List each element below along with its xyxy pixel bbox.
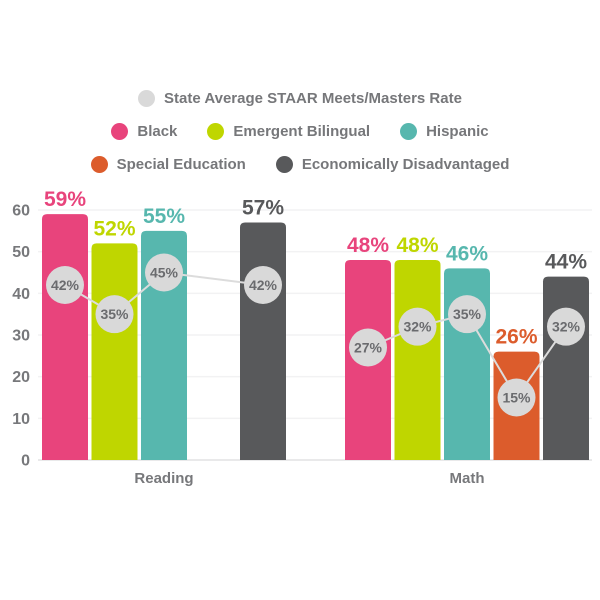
state-average-marker-economically-disadvantaged-reading — [244, 266, 282, 304]
state-average-marker-special-education-math — [497, 378, 536, 417]
legend-item-special-education: Special Education — [90, 156, 246, 173]
chart-legend: State Average STAAR Meets/Masters Rate Bl… — [0, 90, 600, 173]
bar-emergent-bilingual-math — [394, 260, 441, 460]
bar-value-label-economically-disadvantaged-reading: 57% — [242, 197, 284, 220]
bar-value-label-emergent-bilingual-math: 48% — [396, 234, 438, 257]
legend-swatch-black-icon — [111, 123, 129, 140]
legend-label: State Average STAAR Meets/Masters Rate — [164, 90, 462, 107]
legend-swatch-emergent-bilingual-icon — [207, 123, 225, 140]
state-average-marker-emergent-bilingual-math — [398, 307, 437, 346]
legend-row-1: Black Emergent Bilingual Hispanic — [0, 123, 600, 140]
legend-swatch-special-education-icon — [90, 156, 108, 173]
legend-swatch-state-average-staar-meets-masters-rate-icon — [138, 90, 156, 107]
y-tick-label: 10 — [12, 411, 30, 428]
y-tick-label: 0 — [21, 453, 30, 470]
state-average-marker-economically-disadvantaged-math — [547, 307, 585, 346]
legend-label: Special Education — [116, 156, 246, 173]
state-average-marker-black-math — [349, 328, 387, 367]
bar-hispanic-reading — [141, 230, 187, 460]
legend-row-0: State Average STAAR Meets/Masters Rate — [0, 90, 600, 107]
legend-label: Emergent Bilingual — [233, 123, 371, 140]
state-average-marker-emergent-bilingual-reading — [95, 295, 134, 334]
bar-value-label-emergent-bilingual-reading: 52% — [93, 217, 135, 240]
state-average-value-black-math: 27% — [354, 340, 383, 356]
y-tick-label: 30 — [12, 328, 30, 345]
legend-label: Economically Disadvantaged — [301, 156, 510, 173]
state-average-value-emergent-bilingual-math: 32% — [403, 319, 432, 335]
state-average-marker-hispanic-reading — [145, 253, 183, 292]
legend-item-emergent-bilingual: Emergent Bilingual — [207, 123, 370, 140]
legend-swatch-hispanic-icon — [400, 123, 418, 140]
state-average-value-hispanic-reading: 45% — [150, 265, 179, 281]
bar-value-label-hispanic-reading: 55% — [143, 205, 185, 228]
bar-value-label-special-education-math: 26% — [495, 326, 537, 349]
state-average-value-economically-disadvantaged-reading: 42% — [249, 277, 278, 293]
state-average-marker-black-reading — [46, 266, 84, 304]
legend-swatch-economically-disadvantaged-icon — [275, 156, 293, 173]
category-label-math: Math — [450, 470, 485, 487]
category-label-reading: Reading — [134, 470, 193, 487]
y-tick-label: 50 — [12, 244, 30, 261]
state-average-line-reading — [64, 271, 264, 316]
state-average-value-hispanic-math: 35% — [453, 306, 482, 322]
legend-item-economically-disadvantaged: Economically Disadvantaged — [275, 156, 510, 173]
bar-economically-disadvantaged-math — [543, 276, 589, 460]
bar-economically-disadvantaged-reading — [240, 222, 286, 460]
legend-label: Black — [137, 123, 178, 140]
state-average-value-special-education-math: 15% — [502, 390, 531, 406]
legend-row-2: Special Education Economically Disadvanta… — [0, 156, 600, 173]
legend-item-black: Black — [111, 123, 177, 140]
y-tick-label: 60 — [12, 203, 30, 220]
state-average-value-black-reading: 42% — [51, 277, 80, 293]
bar-emergent-bilingual-reading — [91, 243, 138, 460]
bar-value-label-black-reading: 59% — [44, 188, 86, 211]
state-average-value-emergent-bilingual-reading: 35% — [100, 306, 129, 322]
bar-value-label-economically-disadvantaged-math: 44% — [545, 251, 587, 274]
state-average-value-economically-disadvantaged-math: 32% — [552, 319, 581, 335]
legend-item-state-average-staar-meets-masters-rate: State Average STAAR Meets/Masters Rate — [138, 90, 462, 107]
legend-item-hispanic: Hispanic — [400, 123, 489, 140]
state-average-marker-hispanic-math — [448, 295, 486, 334]
bar-value-label-hispanic-math: 46% — [446, 242, 488, 265]
bar-value-label-black-math: 48% — [347, 234, 389, 257]
legend-label: Hispanic — [426, 123, 489, 140]
y-tick-label: 40 — [12, 286, 30, 303]
y-tick-label: 20 — [12, 369, 30, 386]
bar-black-reading — [42, 214, 88, 460]
